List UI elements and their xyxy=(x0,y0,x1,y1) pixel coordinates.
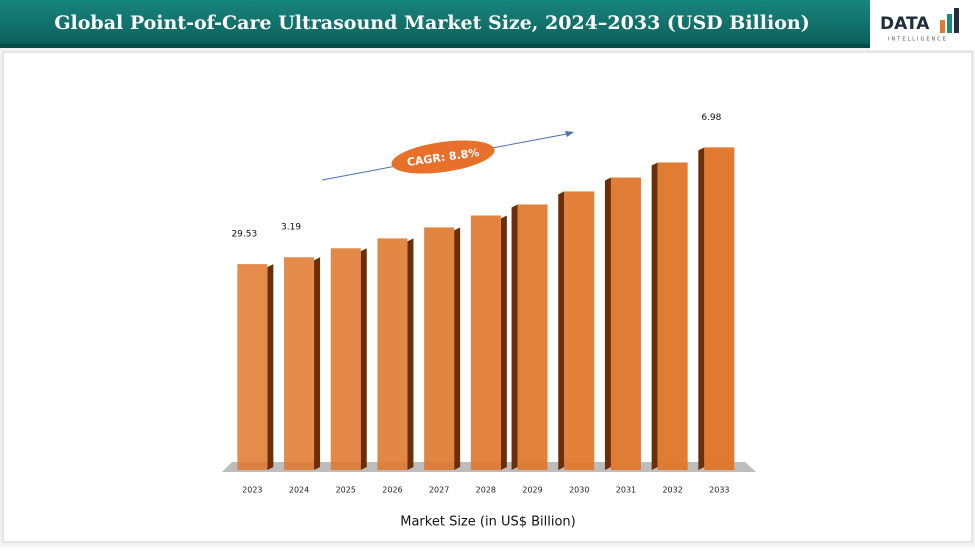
bar xyxy=(704,147,735,471)
x-tick-label: 2029 xyxy=(522,486,542,495)
bar xyxy=(564,191,595,470)
bar-side xyxy=(454,227,461,470)
value-label: 3.19 xyxy=(281,223,301,233)
header-band xyxy=(0,0,870,46)
bar-side xyxy=(500,215,507,470)
logo-sub: INTELLIGENCE xyxy=(888,37,948,43)
x-tick-label: 2023 xyxy=(242,486,262,495)
x-tick-label: 2026 xyxy=(382,486,402,495)
bar xyxy=(610,177,641,470)
bar xyxy=(517,204,548,470)
x-tick-label: 2032 xyxy=(662,486,682,495)
logo-bar xyxy=(947,14,952,33)
bar-side xyxy=(360,248,367,470)
x-tick-label: 2028 xyxy=(476,486,496,495)
bar xyxy=(470,215,501,470)
bar-side xyxy=(698,147,705,471)
bar xyxy=(330,248,361,470)
bar xyxy=(377,238,408,470)
x-tick-label: 2031 xyxy=(616,486,636,495)
bar xyxy=(424,227,455,470)
value-label: 6.98 xyxy=(701,113,721,123)
bar-side xyxy=(511,204,518,470)
logo-bar xyxy=(940,20,945,33)
x-tick-label: 2027 xyxy=(429,486,449,495)
bar-side xyxy=(604,177,611,470)
value-label: 29.53 xyxy=(231,230,257,240)
logo-bar xyxy=(954,8,959,33)
x-axis-title: Market Size (in US$ Billion) xyxy=(400,515,576,530)
x-tick-label: 2025 xyxy=(336,486,356,495)
x-tick-label: 2024 xyxy=(289,486,309,495)
x-tick-label: 2030 xyxy=(569,486,589,495)
bar-side xyxy=(651,162,658,470)
x-tick-label: 2033 xyxy=(709,486,729,495)
bar xyxy=(657,162,688,470)
bar-side xyxy=(558,191,565,470)
bar xyxy=(284,257,315,470)
cagr-badge xyxy=(391,140,495,174)
bar-side xyxy=(314,257,321,470)
header-rule xyxy=(0,44,870,48)
arrow-head xyxy=(565,131,574,137)
bar xyxy=(237,264,268,470)
bar-side xyxy=(267,264,274,470)
bar-side xyxy=(407,238,414,470)
logo-main: DATA xyxy=(880,14,930,34)
chart-title: Global Point-of-Care Ultrasound Market S… xyxy=(54,12,809,34)
